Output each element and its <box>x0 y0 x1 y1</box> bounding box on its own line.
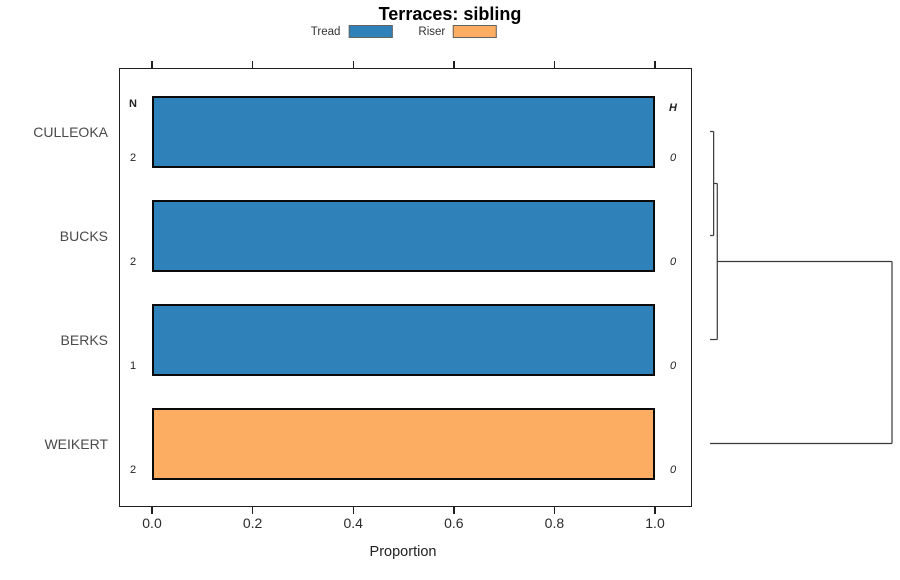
n-value-bucks: 2 <box>129 255 137 268</box>
x-axis-tick-label: 0.2 <box>242 515 263 531</box>
legend-entry-tread: Tread <box>311 25 393 38</box>
x-axis-tick-bottom <box>151 507 153 514</box>
legend-swatch-tread <box>348 25 393 38</box>
legend-swatch-riser <box>453 25 498 38</box>
x-axis-tick-bottom <box>251 507 254 514</box>
x-axis-tick-top <box>553 61 556 68</box>
n-value-berks: 1 <box>129 359 137 372</box>
x-axis-tick-bottom <box>352 507 354 514</box>
y-axis-label-culleoka: CULLEOKA <box>33 123 108 140</box>
x-axis-tick-label: 1.0 <box>645 515 665 531</box>
h-value-culleoka: 0 <box>669 151 677 164</box>
bar-bucks-tread <box>152 199 655 272</box>
n-value-weikert: 2 <box>129 463 137 476</box>
bar-berks-tread <box>152 303 655 376</box>
x-axis-tick-top <box>251 61 254 68</box>
legend-label-tread: Tread <box>310 25 341 38</box>
bar-culleoka-tread <box>152 95 655 168</box>
legend-label-riser: Riser <box>418 25 446 38</box>
x-axis-tick-bottom <box>654 507 656 514</box>
n-value-culleoka: 2 <box>129 151 137 164</box>
x-axis-tick-label: 0.0 <box>142 515 162 531</box>
bar-weikert-riser <box>152 407 655 480</box>
x-axis-tick-top <box>654 61 656 68</box>
h-value-berks: 0 <box>669 359 677 372</box>
chart-legend: Tread Riser <box>311 25 498 38</box>
x-axis-tick-top <box>151 61 153 68</box>
legend-entry-riser: Riser <box>418 25 498 38</box>
y-axis-label-weikert: WEIKERT <box>44 435 108 452</box>
chart-title: Terraces: sibling <box>378 4 522 24</box>
x-axis-title: Proportion <box>369 544 437 560</box>
y-axis-label-berks: BERKS <box>60 331 108 348</box>
x-axis-tick-top <box>352 61 354 68</box>
h-column-header: H <box>669 101 677 114</box>
y-axis-label-bucks: BUCKS <box>59 227 108 244</box>
x-axis-tick-top <box>453 61 455 68</box>
x-axis-tick-bottom <box>453 507 455 514</box>
h-value-weikert: 0 <box>669 463 677 476</box>
x-axis-tick-label: 0.8 <box>544 515 565 531</box>
x-axis-tick-label: 0.4 <box>343 515 363 531</box>
x-axis-tick-label: 0.6 <box>444 515 464 531</box>
n-column-header: N <box>129 97 137 110</box>
h-value-bucks: 0 <box>669 255 677 268</box>
x-axis-tick-bottom <box>553 507 556 514</box>
